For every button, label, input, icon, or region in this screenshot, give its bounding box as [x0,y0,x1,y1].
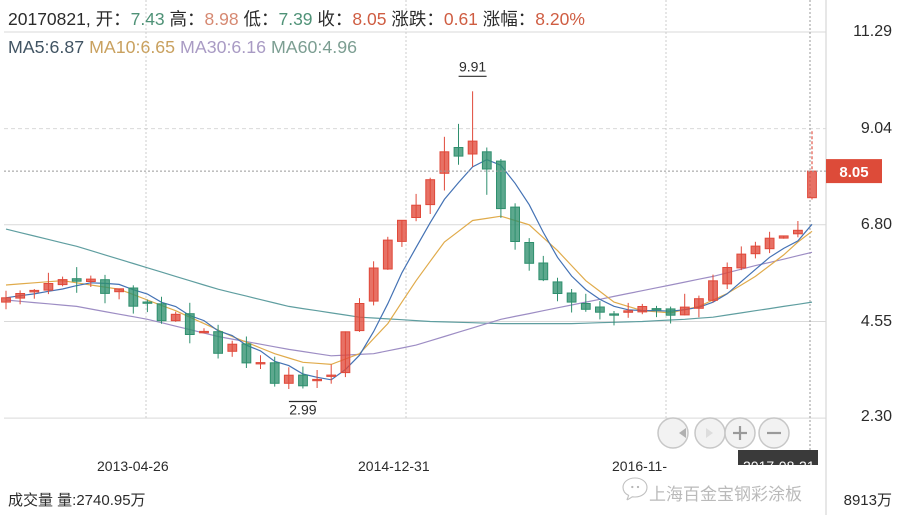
svg-text:8.05: 8.05 [839,164,868,181]
svg-text:2.99: 2.99 [289,402,316,418]
svg-text:9.91: 9.91 [459,58,486,74]
